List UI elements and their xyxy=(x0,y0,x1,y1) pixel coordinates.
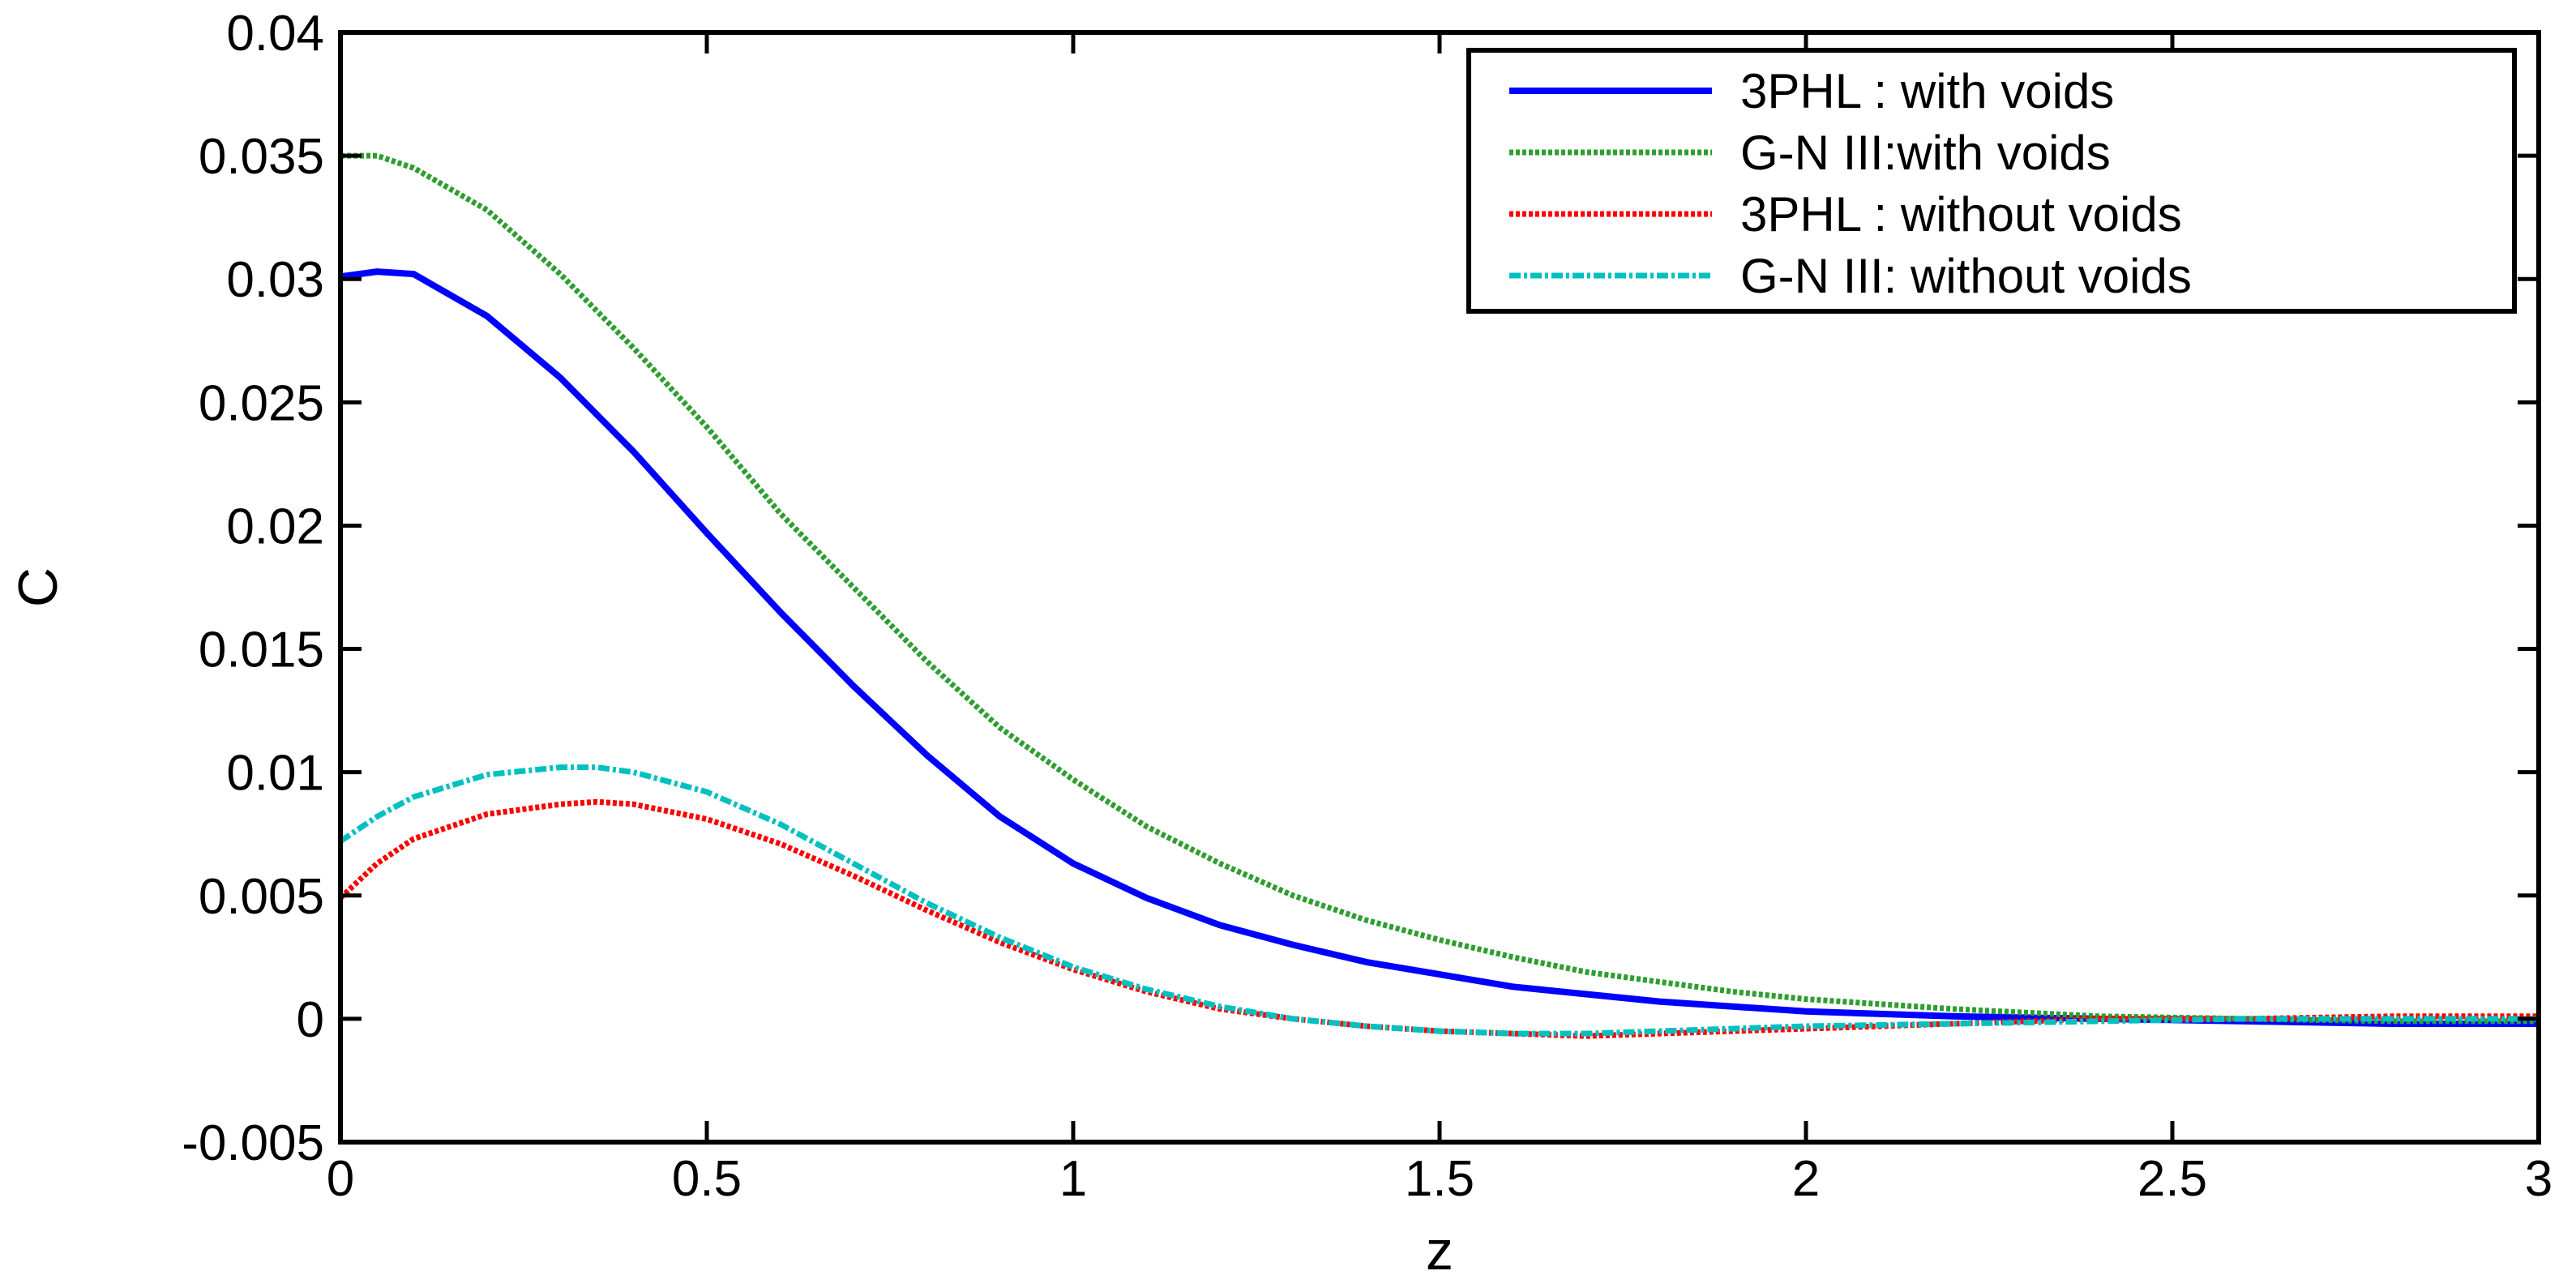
x-tick-label: 2 xyxy=(1792,1151,1820,1207)
x-tick-label: 0 xyxy=(327,1151,354,1207)
legend-entry: 3PHL : with voids xyxy=(1740,64,2114,118)
y-tick-label: 0.015 xyxy=(199,623,324,678)
series-layer xyxy=(338,152,2539,1039)
x-tick-label: 1.5 xyxy=(1405,1151,1474,1207)
series-line-1 xyxy=(340,268,2539,1027)
x-tick-label: 2.5 xyxy=(2137,1151,2207,1207)
legend-entry: 3PHL : without voids xyxy=(1740,187,2182,242)
y-tick-label: 0.01 xyxy=(226,746,324,802)
ticks-layer: 0 0.5 1 1.5 2 2.5 3-0.00500.0050.010.0150.020.… xyxy=(182,6,2552,1207)
y-tick-label: 0.03 xyxy=(226,252,324,308)
series-line-2 xyxy=(340,152,2539,1025)
y-tick-label: 0.025 xyxy=(199,375,324,431)
series-line-4 xyxy=(339,764,2539,1037)
x-axis-label: z xyxy=(1426,1220,1453,1282)
y-tick-label: -0.005 xyxy=(182,1115,324,1171)
x-tick-label: 3 xyxy=(2525,1151,2552,1207)
x-tick-label: 0.5 xyxy=(672,1151,742,1207)
x-tick-label: 1 xyxy=(1059,1151,1087,1207)
legend-entry: G-N III: without voids xyxy=(1740,249,2192,303)
y-tick-label: 0.02 xyxy=(226,499,324,554)
y-tick-label: 0.04 xyxy=(226,6,324,62)
legend: 3PHL : with voids G-N III:with voids 3PHL … xyxy=(1466,48,2517,314)
y-axis-label: C xyxy=(7,567,69,607)
legend-entry: G-N III:with voids xyxy=(1740,126,2111,180)
y-tick-label: 0.005 xyxy=(199,869,324,925)
y-tick-label: 0 xyxy=(297,992,324,1048)
y-tick-label: 0.035 xyxy=(199,129,324,185)
